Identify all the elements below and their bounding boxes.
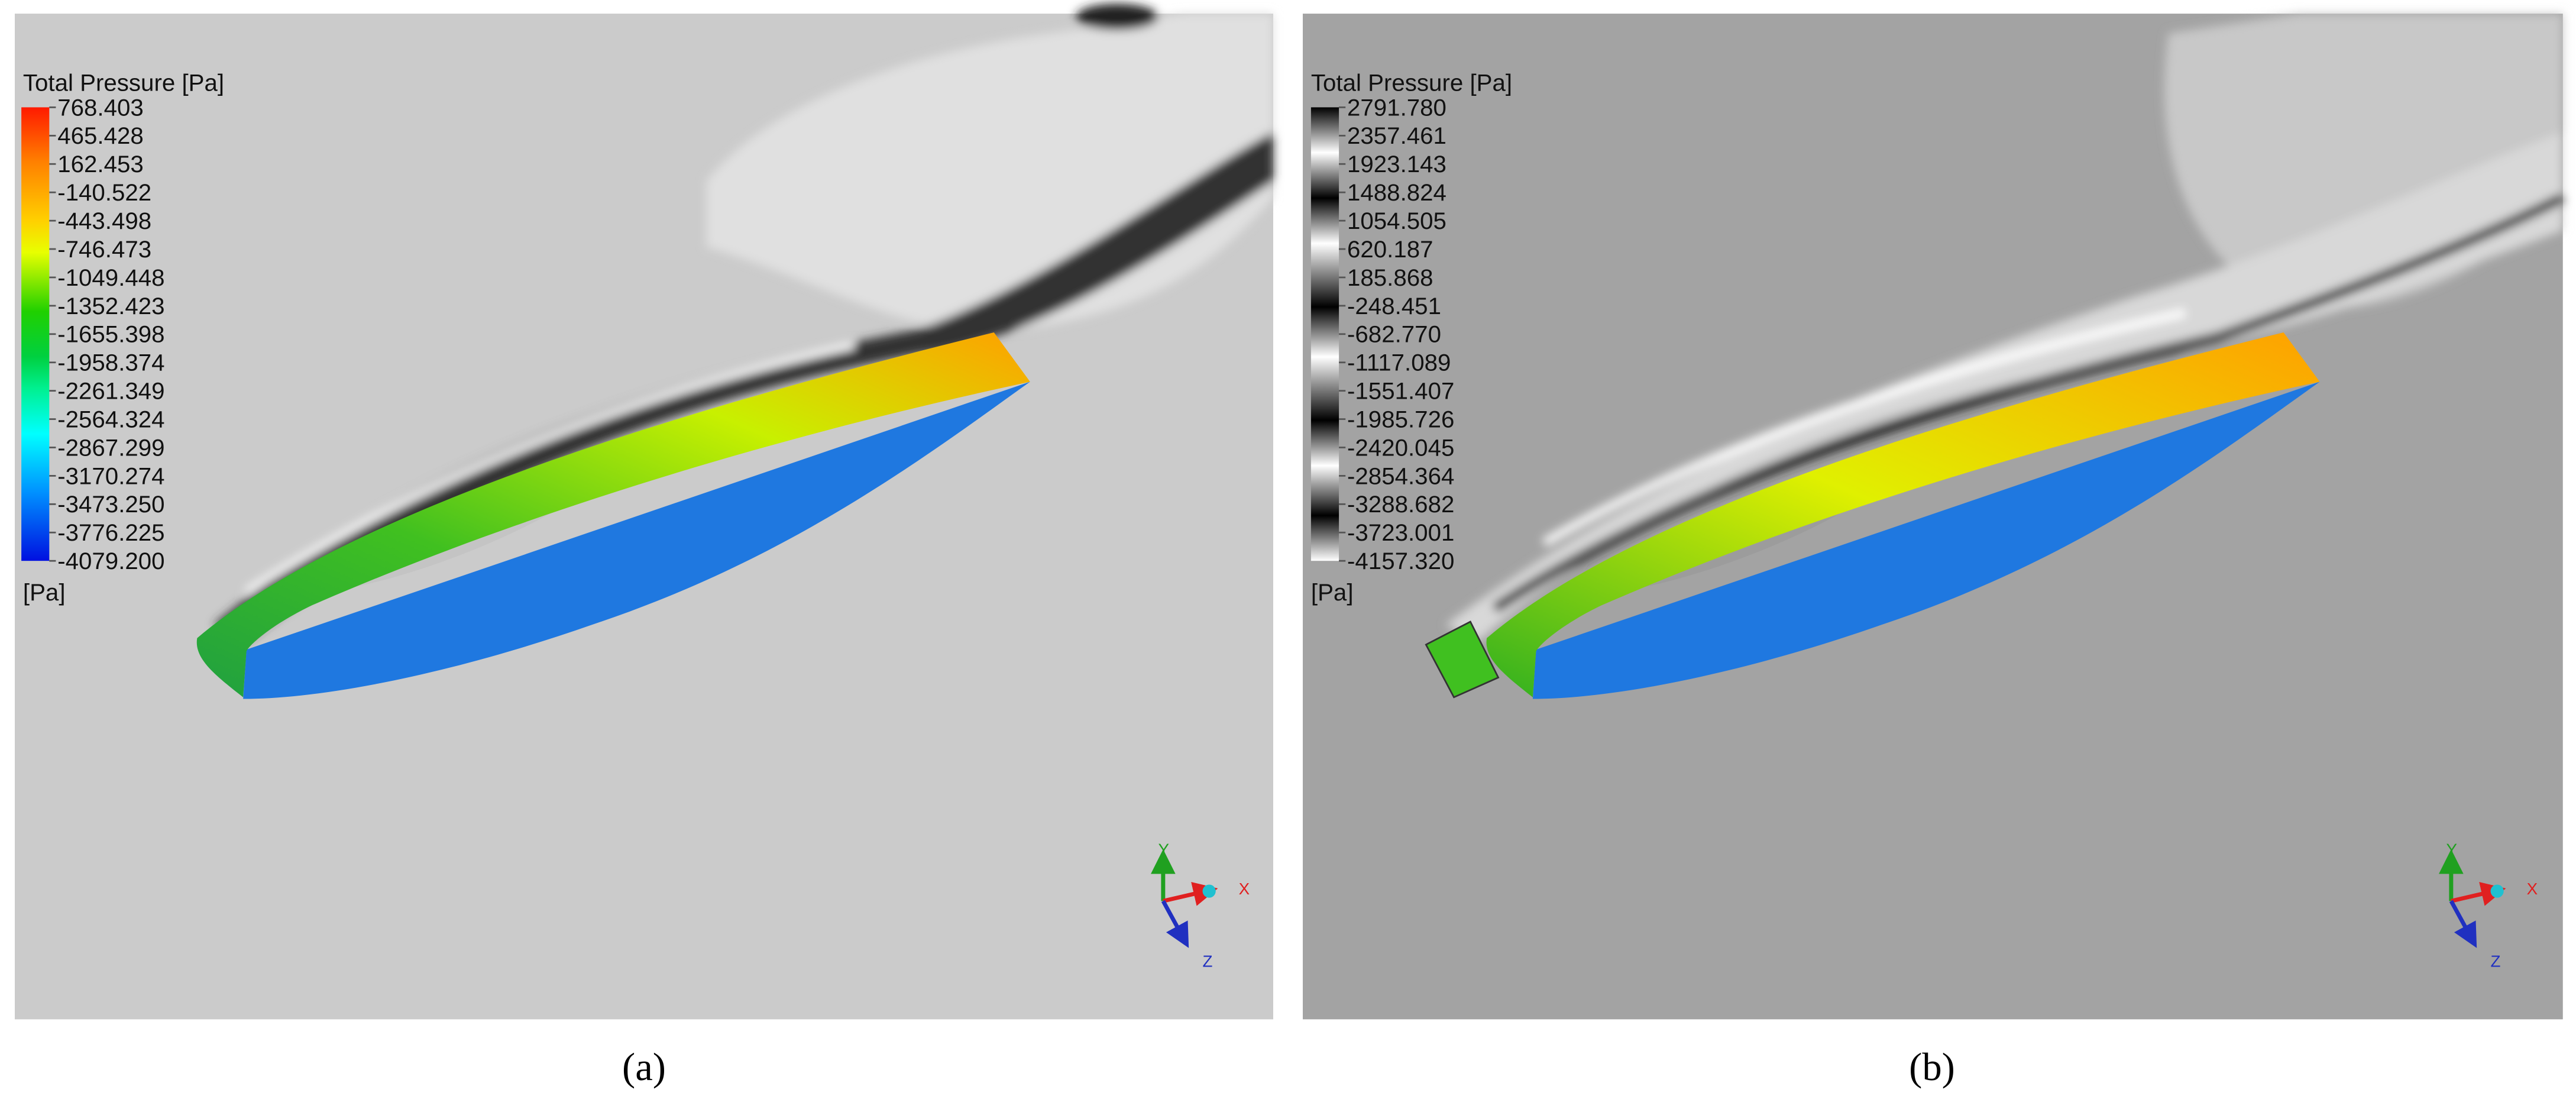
legend-value: -1985.726 — [1347, 406, 1454, 432]
legend-title: Total Pressure [Pa] — [23, 70, 224, 96]
y-label: Y — [2446, 840, 2458, 858]
hydrofoil — [196, 332, 1030, 699]
caption-a: (a) — [622, 1046, 666, 1089]
legend-value: -443.498 — [57, 208, 151, 234]
z-axis-arrow — [2449, 900, 2477, 948]
legend-value: -3723.001 — [1347, 519, 1454, 546]
wake-contours — [213, 4, 1273, 642]
legend-value: -1117.089 — [1347, 350, 1451, 376]
legend-value: -1551.407 — [1347, 378, 1454, 405]
legend-value: -4157.320 — [1347, 548, 1454, 574]
legend-value: -2867.299 — [57, 434, 164, 461]
legend-value: -4079.200 — [57, 548, 164, 574]
legend-value: -3776.225 — [57, 519, 164, 546]
legend-value: -1958.374 — [57, 350, 164, 376]
legend-value: -682.770 — [1347, 321, 1441, 348]
suction-surface — [1486, 332, 2320, 697]
legend-value: 465.428 — [57, 122, 144, 149]
axis-triad: Y X Z — [1151, 840, 1250, 970]
legend-value: -2854.364 — [1347, 463, 1454, 489]
suction-surface — [196, 332, 1030, 697]
x-axis-arrow — [2451, 881, 2506, 906]
legend-value: -1049.448 — [57, 264, 164, 291]
legend-value: -1352.423 — [57, 293, 164, 319]
legend-value: -3170.274 — [57, 463, 164, 489]
legend-value: -2420.045 — [1347, 434, 1454, 461]
wake-contours — [1445, 14, 2565, 642]
legend-value: 620.187 — [1347, 236, 1433, 263]
legend-value: -1655.398 — [57, 321, 164, 348]
legend-value: 2791.780 — [1347, 94, 1446, 121]
axis-triad: Y X Z — [2439, 840, 2538, 970]
legend-value: -140.522 — [57, 179, 151, 206]
x-axis-arrow — [1163, 881, 1218, 906]
z-axis-arrow — [1161, 900, 1189, 948]
panel-a: Total Pressure [Pa] 768.403465.428162.45… — [15, 4, 1273, 1089]
legend-unit: [Pa] — [1311, 579, 1354, 606]
y-label: Y — [1158, 840, 1170, 858]
legend-value: 1054.505 — [1347, 208, 1446, 234]
panel-b: Total Pressure [Pa] 2791.7802357.4611923… — [1303, 14, 2565, 1089]
hydrofoil — [1425, 332, 2320, 699]
legend-value: -2564.324 — [57, 406, 164, 432]
color-bar — [1310, 107, 1339, 561]
caption-b: (b) — [1909, 1046, 1955, 1089]
x-label: X — [1239, 880, 1250, 898]
x-label: X — [2527, 880, 2538, 898]
legend-value: -248.451 — [1347, 293, 1441, 319]
legend-value: -2261.349 — [57, 378, 164, 405]
legend-value: 185.868 — [1347, 264, 1433, 291]
leading-body — [1425, 621, 1500, 699]
legend-a: Total Pressure [Pa] 768.403465.428162.45… — [21, 70, 224, 606]
origin-sphere — [1202, 884, 1216, 898]
z-label: Z — [1203, 952, 1213, 970]
pressure-surface — [243, 382, 1030, 699]
legend-unit: [Pa] — [23, 579, 66, 606]
legend-value: 1488.824 — [1347, 179, 1446, 206]
legend-b: Total Pressure [Pa] 2791.7802357.4611923… — [1310, 70, 1512, 606]
legend-title: Total Pressure [Pa] — [1311, 70, 1512, 96]
legend-value: -3473.250 — [57, 491, 164, 518]
color-bar — [21, 107, 50, 561]
legend-value: 768.403 — [57, 94, 144, 121]
legend-value: 2357.461 — [1347, 122, 1446, 149]
legend-value: 162.453 — [57, 151, 144, 177]
legend-value: 1923.143 — [1347, 151, 1446, 177]
z-label: Z — [2491, 952, 2501, 970]
pressure-surface — [1532, 382, 2320, 699]
legend-value: -3288.682 — [1347, 491, 1454, 518]
legend-value: -746.473 — [57, 236, 151, 263]
origin-sphere — [2490, 884, 2504, 898]
